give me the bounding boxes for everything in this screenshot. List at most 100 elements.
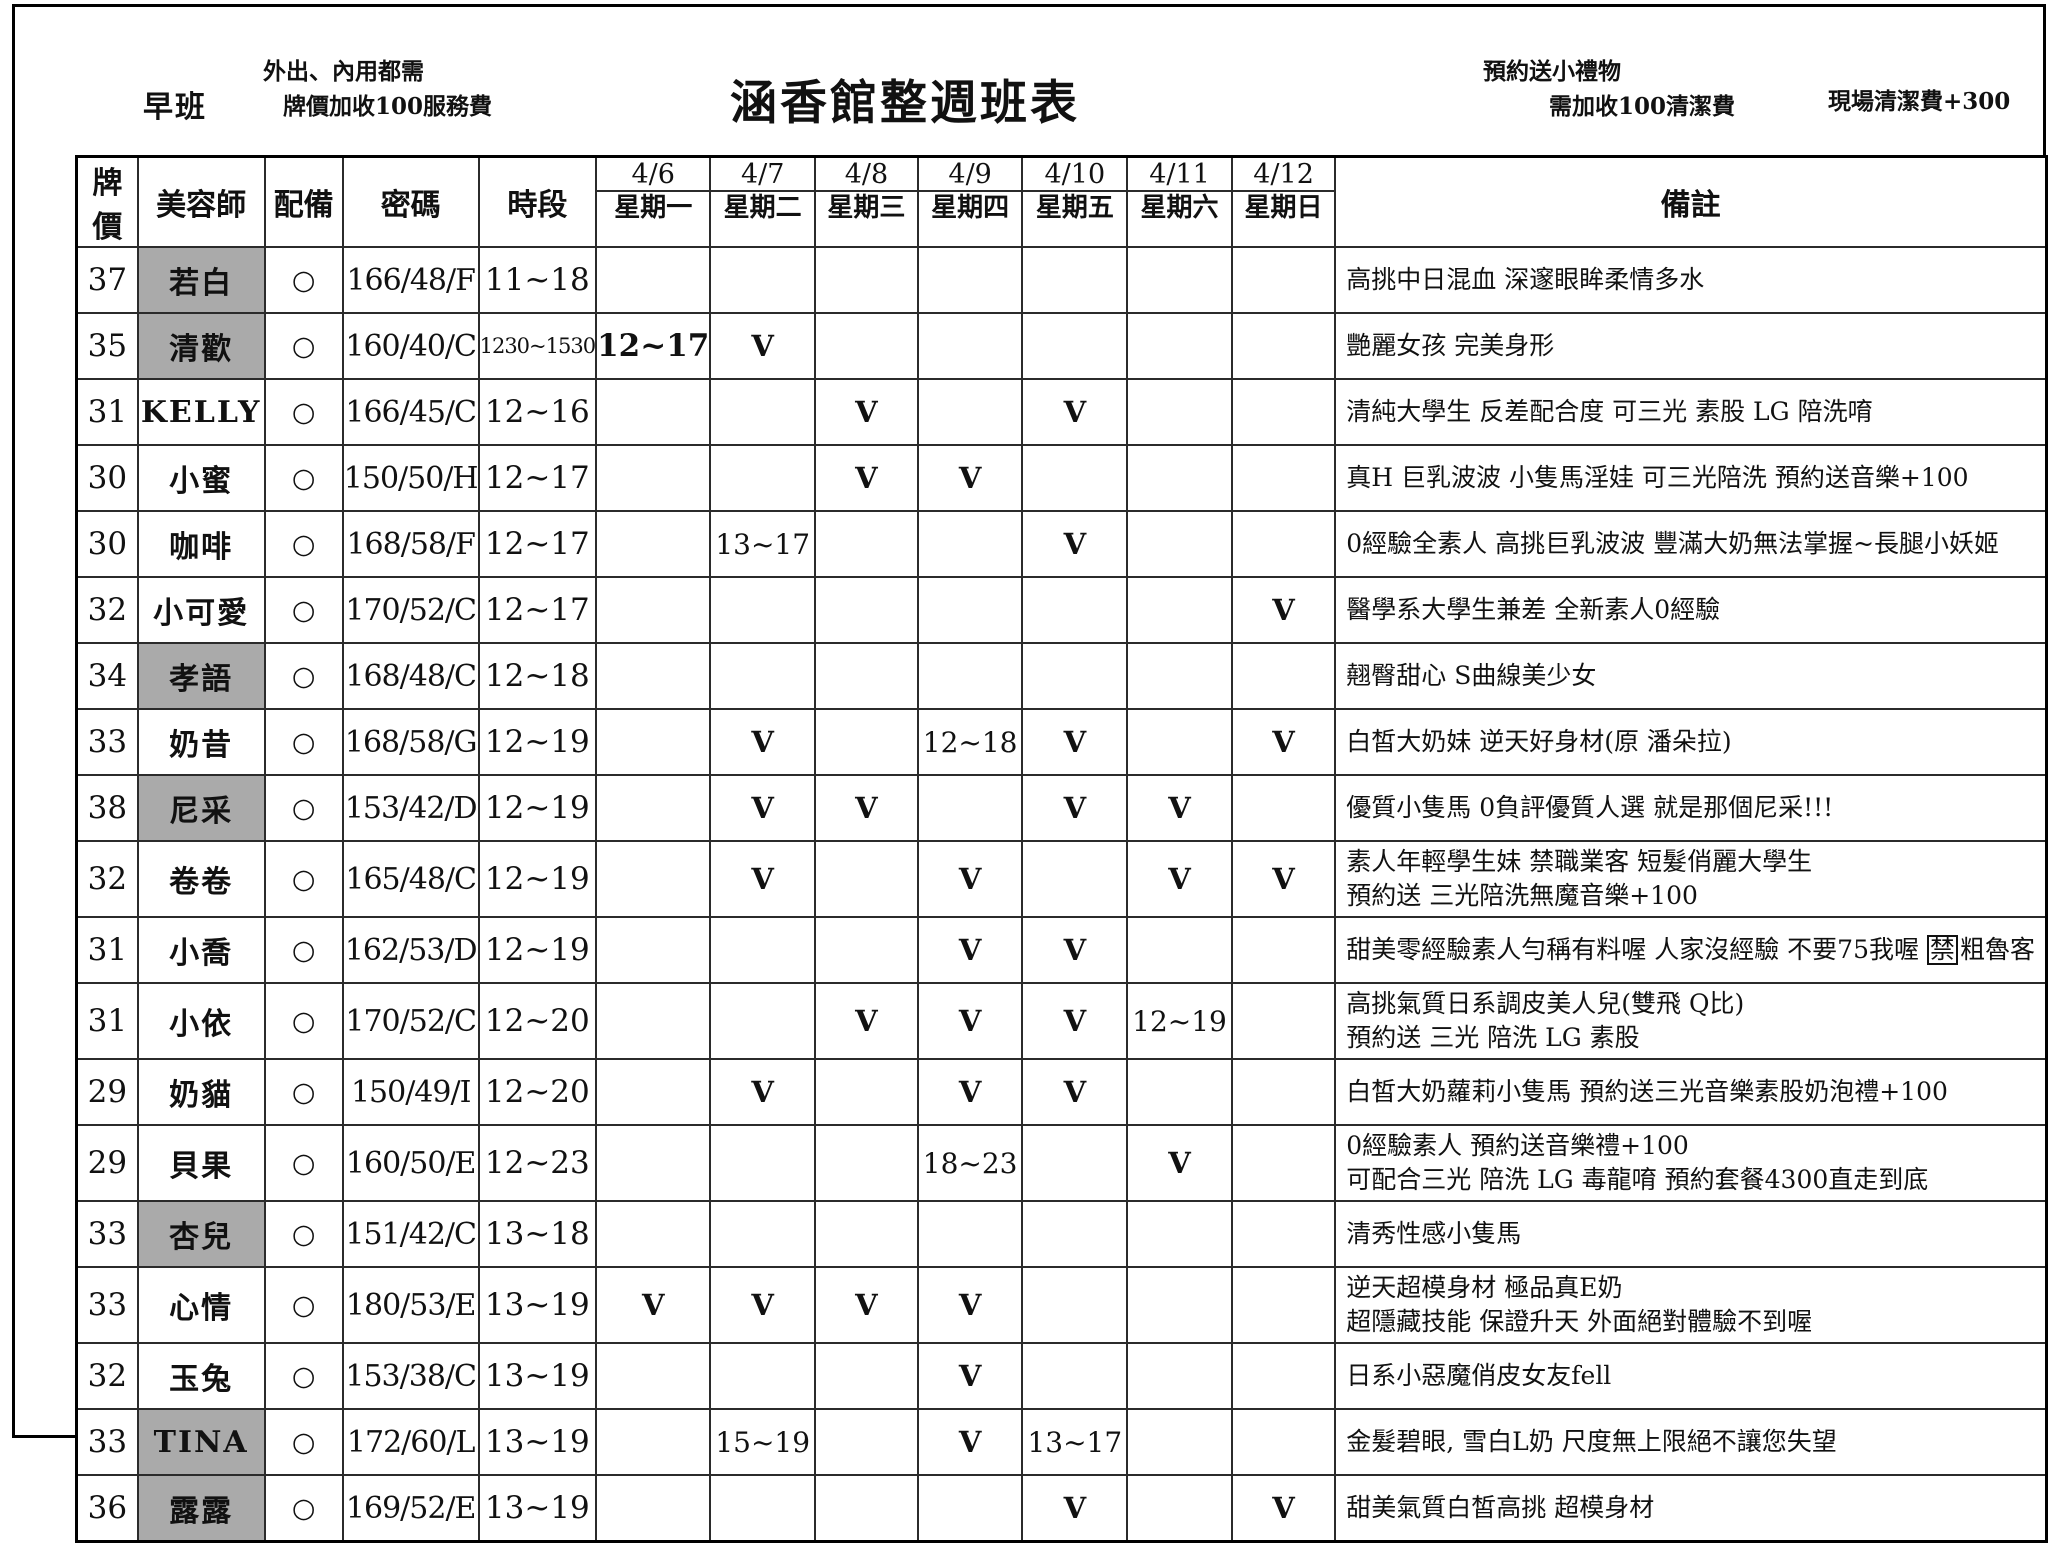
name-cell: 卷卷 bbox=[136, 840, 266, 918]
day-cell bbox=[1230, 774, 1337, 842]
day-cell bbox=[1230, 510, 1337, 578]
remark-line: 可配合三光 陪洗 LG 毒龍唷 預約套餐4300直走到底 bbox=[1346, 1165, 1929, 1194]
code-cell: 166/48/F bbox=[341, 246, 480, 314]
time-cell: 13~19 bbox=[477, 1474, 598, 1543]
name-cell: 玉兔 bbox=[136, 1342, 266, 1410]
day-cell bbox=[595, 1124, 712, 1202]
day-cell bbox=[814, 1058, 919, 1126]
price-cell: 31 bbox=[75, 916, 139, 984]
check-mark: V bbox=[1063, 1491, 1087, 1525]
day-cell bbox=[1021, 312, 1129, 380]
name-cell: KELLY bbox=[136, 378, 266, 446]
price-cell: 31 bbox=[75, 378, 139, 446]
day-cell: V bbox=[814, 1266, 919, 1344]
time-range: 12~17 bbox=[597, 328, 710, 364]
onsite-cleaning-fee-note: 現場清潔費+300 bbox=[1828, 88, 2011, 115]
day-cell bbox=[1230, 1342, 1337, 1410]
day-cell bbox=[814, 246, 919, 314]
day-header: 4/10 星期五 bbox=[1021, 155, 1129, 248]
price-cell: 34 bbox=[75, 642, 139, 710]
code-cell: 170/52/C bbox=[341, 982, 480, 1060]
day-cell: V bbox=[1021, 774, 1129, 842]
remark-line: 甜美零經驗素人勻稱有料喔 人家沒經驗 不要75我喔 禁粗魯客 bbox=[1346, 933, 2035, 967]
price-cell: 38 bbox=[75, 774, 139, 842]
equipment-cell: ○ bbox=[263, 642, 344, 710]
table-row: 29 貝果 ○ 160/50/E 12~23 18~23 V 0經驗素人 預約送音樂禮+100… bbox=[75, 1124, 2048, 1202]
day-cell bbox=[916, 1200, 1024, 1268]
price-cell: 35 bbox=[75, 312, 139, 380]
remark-line: 0經驗全素人 高挑巨乳波波 豐滿大奶無法掌握~長腿小妖姬 bbox=[1346, 529, 2000, 558]
shift-label: 早班 bbox=[143, 90, 207, 125]
time-cell: 12~16 bbox=[477, 378, 598, 446]
day-cell bbox=[709, 378, 817, 446]
day-weekday-label: 星期五 bbox=[1035, 193, 1114, 223]
day-date-label: 4/7 bbox=[711, 158, 815, 192]
day-cell bbox=[814, 312, 919, 380]
code-cell: 150/50/H bbox=[341, 444, 480, 512]
remark-line: 甜美氣質白皙高挑 超模身材 bbox=[1346, 1493, 1655, 1522]
day-cell bbox=[1230, 444, 1337, 512]
equipment-cell: ○ bbox=[263, 774, 344, 842]
remark-line: 醫學系大學生兼差 全新素人0經驗 bbox=[1346, 595, 1721, 624]
day-cell bbox=[1230, 982, 1337, 1060]
day-cell bbox=[709, 444, 817, 512]
day-cell bbox=[1126, 1266, 1233, 1344]
day-cell bbox=[595, 510, 712, 578]
col-header-beautician: 美容師 bbox=[136, 155, 266, 248]
day-cell bbox=[1126, 916, 1233, 984]
code-cell: 165/48/C bbox=[341, 840, 480, 918]
day-cell: V bbox=[814, 444, 919, 512]
time-cell: 13~18 bbox=[477, 1200, 598, 1268]
day-header: 4/6 星期一 bbox=[595, 155, 712, 248]
col-header-price: 牌價 bbox=[75, 155, 139, 248]
remark-cell: 醫學系大學生兼差 全新素人0經驗 bbox=[1334, 576, 2048, 644]
remark-line: 預約送 三光 陪洗 LG 素股 bbox=[1346, 1023, 1640, 1052]
time-range: 12~18 bbox=[922, 725, 1018, 759]
name-cell: 小蜜 bbox=[136, 444, 266, 512]
price-cell: 32 bbox=[75, 1342, 139, 1410]
day-cell bbox=[595, 916, 712, 984]
price-cell: 29 bbox=[75, 1058, 139, 1126]
day-cell: V bbox=[1021, 378, 1129, 446]
circle-mark: ○ bbox=[291, 1426, 316, 1458]
service-fee-note-line1: 外出、內用都需 bbox=[263, 58, 424, 85]
day-cell bbox=[814, 1342, 919, 1410]
day-header: 4/9 星期四 bbox=[916, 155, 1024, 248]
table-row: 33 TINA ○ 172/60/L 13~19 15~19 V 13~17 金髮碧眼, 雪白L… bbox=[75, 1408, 2048, 1476]
remark-line: 日系小惡魔俏皮女友fell bbox=[1346, 1361, 1612, 1390]
day-cell bbox=[1230, 916, 1337, 984]
day-cell: 12~19 bbox=[1126, 982, 1233, 1060]
header-row: 牌價 美容師 配備 密碼 時段 4/6 星期一 4/7 星期二 4/8 星期三 4/9 星期四 4/10 星… bbox=[75, 155, 2048, 248]
remark-cell: 艷麗女孩 完美身形 bbox=[1334, 312, 2048, 380]
circle-mark: ○ bbox=[291, 330, 316, 362]
day-cell bbox=[1230, 378, 1337, 446]
remark-cell: 真H 巨乳波波 小隻馬淫娃 可三光陪洗 預約送音樂+100 bbox=[1334, 444, 2048, 512]
name-cell: 清歡 bbox=[136, 312, 266, 380]
day-cell: V bbox=[1126, 1124, 1233, 1202]
check-mark: V bbox=[1063, 791, 1087, 825]
day-weekday-label: 星期二 bbox=[723, 193, 802, 223]
equipment-cell: ○ bbox=[263, 1058, 344, 1126]
price-cell: 32 bbox=[75, 576, 139, 644]
day-cell bbox=[595, 1408, 712, 1476]
day-cell bbox=[1126, 246, 1233, 314]
check-mark: V bbox=[958, 1004, 982, 1038]
name-cell: 心情 bbox=[136, 1266, 266, 1344]
day-cell: V bbox=[916, 444, 1024, 512]
table-row: 33 奶昔 ○ 168/58/G 12~19 V 12~18 V V 白皙大奶妹 逆天好身材(原 … bbox=[75, 708, 2048, 776]
code-cell: 153/38/C bbox=[341, 1342, 480, 1410]
time-cell: 12~20 bbox=[477, 982, 598, 1060]
day-cell bbox=[1021, 1342, 1129, 1410]
day-cell bbox=[595, 576, 712, 644]
code-cell: 162/53/D bbox=[341, 916, 480, 984]
day-cell: V bbox=[916, 840, 1024, 918]
day-weekday-label: 星期日 bbox=[1244, 193, 1323, 223]
check-mark: V bbox=[855, 791, 878, 825]
price-cell: 33 bbox=[75, 1200, 139, 1268]
table-row: 37 若白 ○ 166/48/F 11~18 高挑中日混血 深邃眼眸柔情多水 bbox=[75, 246, 2048, 314]
circle-mark: ○ bbox=[291, 594, 316, 626]
remark-line: 0經驗素人 預約送音樂禮+100 bbox=[1346, 1131, 1689, 1160]
remark-segment: 粗魯客 bbox=[1959, 935, 2035, 964]
check-mark: V bbox=[751, 1075, 774, 1109]
circle-mark: ○ bbox=[291, 660, 316, 692]
